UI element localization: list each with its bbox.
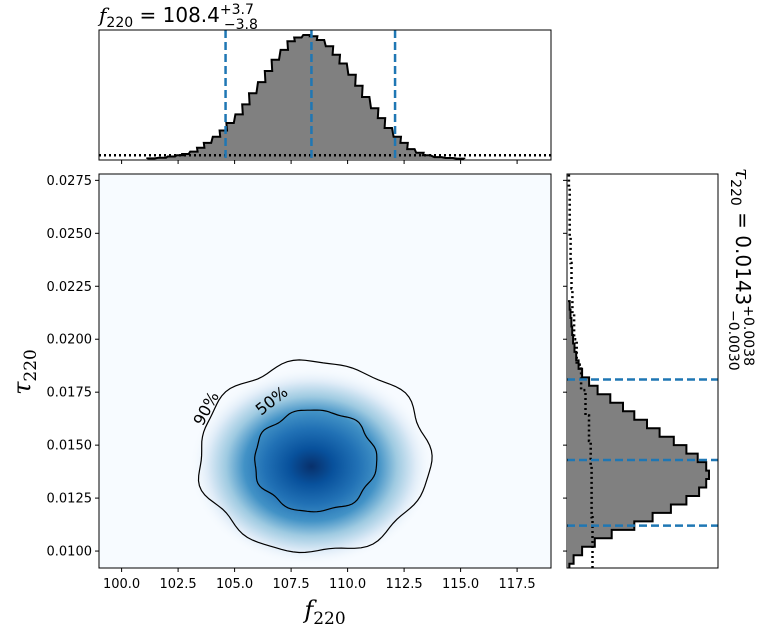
top-panel-title: f220 = 108.4+3.7 −3.8 (97, 2, 258, 33)
density-heatmap (189, 366, 434, 566)
y-tick-label: 0.0100 (47, 545, 93, 560)
y-tick-label: 0.0225 (47, 280, 93, 295)
right-y-ticks (563, 179, 567, 552)
top-panel-frame (98, 29, 552, 161)
main-y-axis: 0.0100 0.0125 0.0150 0.0175 0.0200 0.0225 0.02… (47, 174, 99, 560)
right-histogram-step (568, 300, 710, 568)
y-tick-label: 0.0150 (47, 439, 93, 454)
top-histogram-fill (147, 35, 465, 159)
x-tick-label: 112.5 (385, 577, 422, 592)
right-marginal-panel: τ220 = 0.0143+0.0038−0.0030 (563, 168, 756, 569)
top-marginal-panel: f220 = 108.4+3.7 −3.8 (97, 2, 552, 164)
contour-50 (254, 409, 378, 513)
top-credible-lines (224, 30, 397, 160)
y-tick-label: 0.0250 (47, 227, 93, 242)
right-panel-title: τ220 = 0.0143+0.0038−0.0030 (725, 168, 756, 371)
y-tick-label: 0.0125 (47, 492, 93, 507)
x-tick-label: 115.0 (442, 577, 479, 592)
y-tick-label: 0.0275 (47, 174, 93, 189)
right-histogram-fill (568, 301, 709, 568)
y-tick-label: 0.0200 (47, 333, 93, 348)
x-tick-label: 117.5 (498, 577, 535, 592)
main-panel: 90% 50% 100.0 102.5 105.0 107.5 110.0 112.5 11… (8, 173, 552, 629)
x-tick-label: 107.5 (272, 577, 309, 592)
contour-90 (197, 359, 433, 554)
y-axis-title: τ220 (8, 349, 41, 395)
main-panel-frame (98, 173, 552, 569)
x-tick-label: 102.5 (159, 577, 196, 592)
right-panel-frame (566, 173, 719, 569)
x-tick-label: 110.0 (329, 577, 366, 592)
y-tick-label: 0.0175 (47, 386, 93, 401)
x-tick-label: 105.0 (216, 577, 253, 592)
top-x-ticks (121, 160, 518, 164)
x-axis-title: f220 (302, 596, 345, 629)
right-credible-lines (567, 378, 718, 527)
top-histogram-step (146, 34, 466, 160)
main-x-axis: 100.0 102.5 105.0 107.5 110.0 112.5 115.0 117.5 (103, 568, 536, 592)
x-tick-label: 100.0 (103, 577, 140, 592)
